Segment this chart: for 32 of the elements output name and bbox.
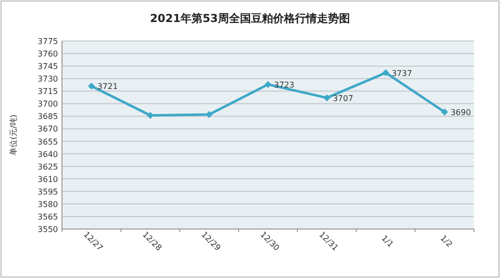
data-label: 3721 (97, 82, 118, 92)
point (382, 69, 390, 76)
y-tick-label: 3550 (38, 225, 58, 234)
chart-title: 2021年第53周全国豆粕价格行情走势图 (150, 12, 350, 25)
data-label: 3737 (392, 68, 412, 78)
y-tick-label: 3685 (38, 112, 58, 122)
y-tick-label: 3610 (38, 174, 58, 184)
point (264, 80, 272, 88)
y-tick-label: 3700 (38, 100, 58, 109)
y-tick-label: 3670 (38, 124, 58, 134)
point (146, 112, 154, 119)
y-tick-label: 3655 (38, 137, 58, 146)
y-tick-label: 3745 (38, 62, 58, 72)
y-tick-label: 3775 (38, 37, 58, 46)
y-tick-label: 3640 (38, 150, 58, 159)
data-label: 3690 (450, 108, 471, 118)
y-tick-label: 3715 (38, 87, 58, 96)
x-tick-label: 1/2 (438, 234, 454, 249)
point (323, 94, 330, 102)
x-tick-label: 1/1 (380, 234, 396, 249)
point (206, 111, 213, 118)
y-tick-label: 3595 (38, 187, 58, 196)
point (441, 108, 448, 116)
y-tick-label: 3565 (38, 212, 58, 222)
y-tick-label: 3625 (38, 162, 58, 172)
data-label: 3707 (332, 94, 354, 103)
y-axis-title: 单位(元/吨) (9, 114, 18, 156)
y-tick-label: 3580 (38, 200, 58, 209)
y-tick-label: 3760 (38, 50, 58, 59)
point (88, 82, 95, 90)
y-tick-label: 3730 (38, 74, 58, 84)
data-label: 3723 (274, 80, 294, 90)
